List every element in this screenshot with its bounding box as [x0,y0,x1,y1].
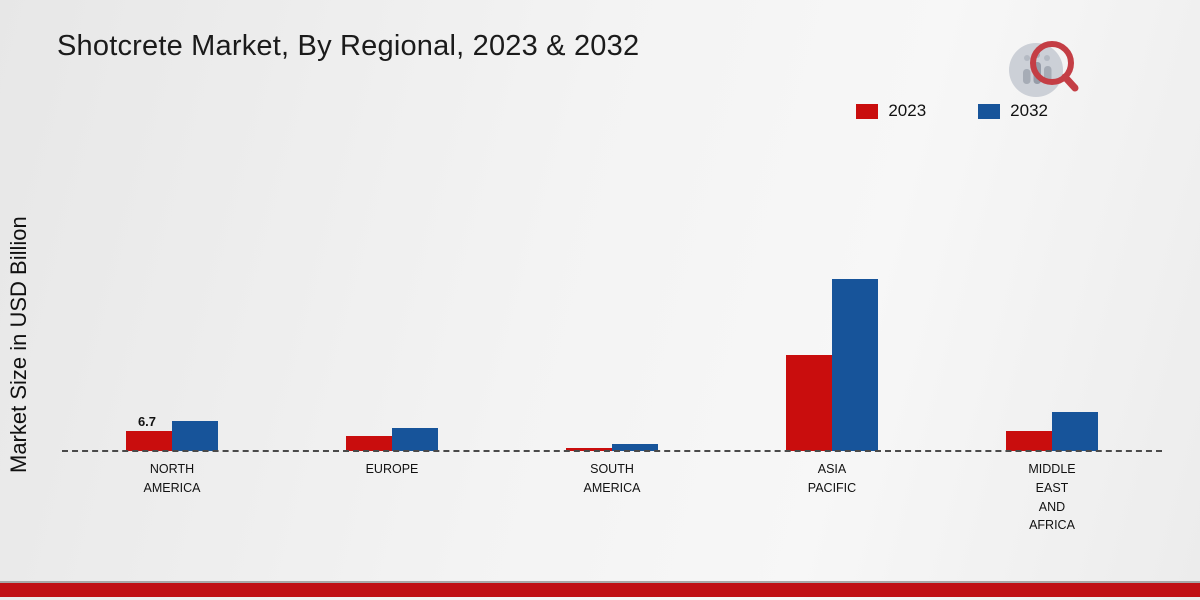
x-axis-baseline [62,450,1162,452]
bar-2023-asia-pacific [786,355,832,451]
footer-divider [0,581,1200,583]
bar-2023-europe [346,436,392,451]
category-label-asia-pacific: ASIA PACIFIC [807,462,857,495]
bar-group-europe: EUROPE [282,120,502,476]
bar-group-asia-pacific: ASIA PACIFIC [722,120,942,495]
bar-2032-middle-east-and-africa [1052,412,1098,451]
legend-item-2023: 2023 [856,101,926,121]
bar-2032-north-america [172,421,218,451]
bars-middle-east-and-africa [1006,412,1098,451]
bar-2032-south-america [612,444,658,451]
bar-group-north-america: 6.7 NORTH AMERICA [62,120,282,495]
category-label-south-america: SOUTH AMERICA [583,462,641,495]
bar-2032-asia-pacific [832,278,878,451]
bar-group-middle-east-and-africa: MIDDLE EAST AND AFRICA [942,120,1162,532]
legend-swatch-2032 [978,103,1001,119]
legend-label-2032: 2032 [1010,101,1048,120]
category-label-europe: EUROPE [365,462,419,476]
legend-item-2032: 2032 [978,101,1048,121]
bar-2023-south-america [566,448,612,451]
category-label-middle-east-and-africa: MIDDLE EAST AND AFRICA [1028,462,1076,533]
bars-south-america [566,444,658,451]
legend: 2023 2032 [856,101,1048,121]
bars-europe [346,427,438,451]
bar-2023-middle-east-and-africa [1006,431,1052,451]
bar-2023-north-america: 6.7 [126,414,172,451]
y-axis-label: Market Size in USD Billion [6,216,31,474]
brand-logo-icon [1009,41,1079,97]
bar-group-south-america: SOUTH AMERICA [502,120,722,495]
legend-swatch-2023 [856,103,879,119]
bar-groups: 6.7 NORTH AMERICA EUROPE SOUTH AMERICA ASIA PAC… [62,120,1162,532]
bars-north-america: 6.7 [126,414,218,451]
plot-area: 6.7 NORTH AMERICA EUROPE SOUTH AMERICA ASIA PAC… [62,120,1162,532]
bar-2032-europe [392,427,438,451]
bar-value-label: 6.7 [137,413,157,429]
category-label-north-america: NORTH AMERICA [143,462,201,495]
bars-asia-pacific [786,278,878,451]
legend-label-2023: 2023 [888,101,927,120]
footer-accent-bar [0,583,1200,597]
page-title: Shotcrete Market, By Regional, 2023 & 20… [57,30,640,62]
